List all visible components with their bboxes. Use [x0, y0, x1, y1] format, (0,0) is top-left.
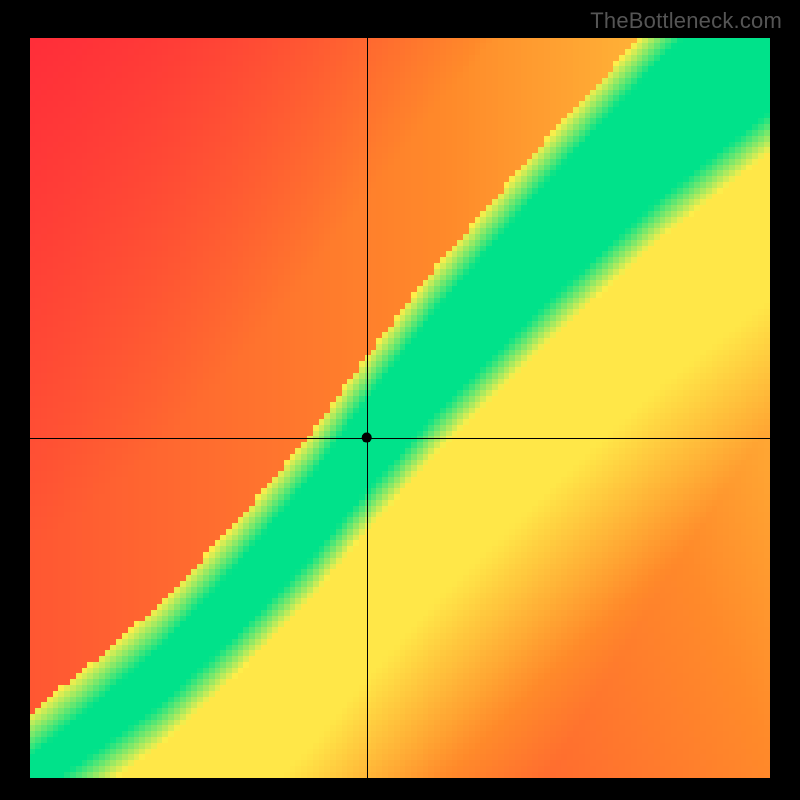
- watermark-text: TheBottleneck.com: [590, 8, 782, 34]
- bottleneck-heatmap: [30, 38, 770, 778]
- chart-container: TheBottleneck.com: [0, 0, 800, 800]
